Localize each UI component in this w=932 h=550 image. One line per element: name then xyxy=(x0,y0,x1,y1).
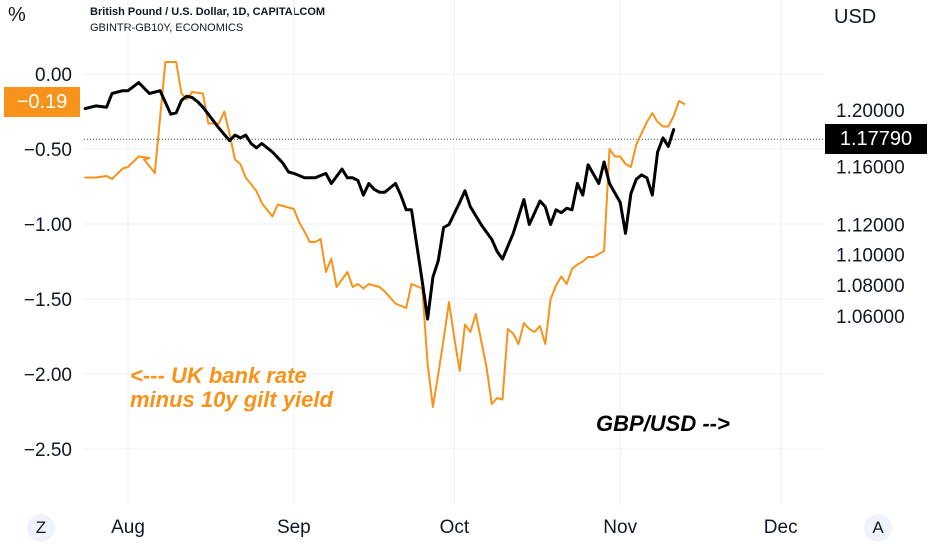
chart-header-symbol: British Pound / U.S. Dollar, 1D, CAPITAL… xyxy=(90,6,326,18)
x-tick-label: Nov xyxy=(603,517,637,538)
orange-annotation-line1: <--- UK bank rate xyxy=(130,363,307,388)
x-tick-label: Oct xyxy=(440,517,470,538)
left-tick-label: −2.50 xyxy=(24,440,72,461)
right-axis-unit: USD xyxy=(834,6,877,28)
right-axis-last-price-badge: 1.17790 xyxy=(825,124,927,155)
left-tick-label: −0.50 xyxy=(24,140,72,161)
left-tick-label: −2.00 xyxy=(24,365,72,386)
left-tick-label: −1.00 xyxy=(24,215,72,236)
right-tick-label: 1.08000 xyxy=(836,276,905,297)
orange-series-annotation: <--- UK bank rate minus 10y gilt yield xyxy=(130,364,333,412)
left-tick-label: −1.50 xyxy=(24,290,72,311)
left-axis-ticks: 0.00 −0.50 −1.00 −1.50 −2.00 −2.50 xyxy=(24,65,72,461)
x-tick-label: Sep xyxy=(277,517,311,538)
right-axis-ticks: 1.20000 1.16000 1.12000 1.10000 1.08000 1.060… xyxy=(836,101,905,328)
gbpusd-line xyxy=(83,81,676,321)
zoom-toggle-button[interactable]: Z xyxy=(27,514,55,542)
rate-spread-line xyxy=(84,61,686,408)
right-tick-label: 1.10000 xyxy=(836,245,905,266)
x-tick-label: Dec xyxy=(764,517,798,538)
x-tick-label: Aug xyxy=(111,517,145,538)
right-tick-label: 1.20000 xyxy=(836,101,905,122)
gbpusd-annotation: GBP/USD --> xyxy=(596,411,730,436)
left-axis-last-value-badge: −0.19 xyxy=(4,87,80,117)
right-tick-label: 1.12000 xyxy=(836,216,905,237)
right-tick-label: 1.16000 xyxy=(836,157,905,178)
left-tick-label: 0.00 xyxy=(35,65,72,86)
auto-scale-button[interactable]: A xyxy=(864,514,892,542)
gridlines xyxy=(84,0,824,505)
left-axis-unit: % xyxy=(8,4,26,26)
right-tick-label: 1.06000 xyxy=(836,307,905,328)
x-axis-ticks: Aug Sep Oct Nov Dec xyxy=(111,517,798,538)
series-layer xyxy=(83,61,686,408)
orange-annotation-line2: minus 10y gilt yield xyxy=(130,387,333,412)
